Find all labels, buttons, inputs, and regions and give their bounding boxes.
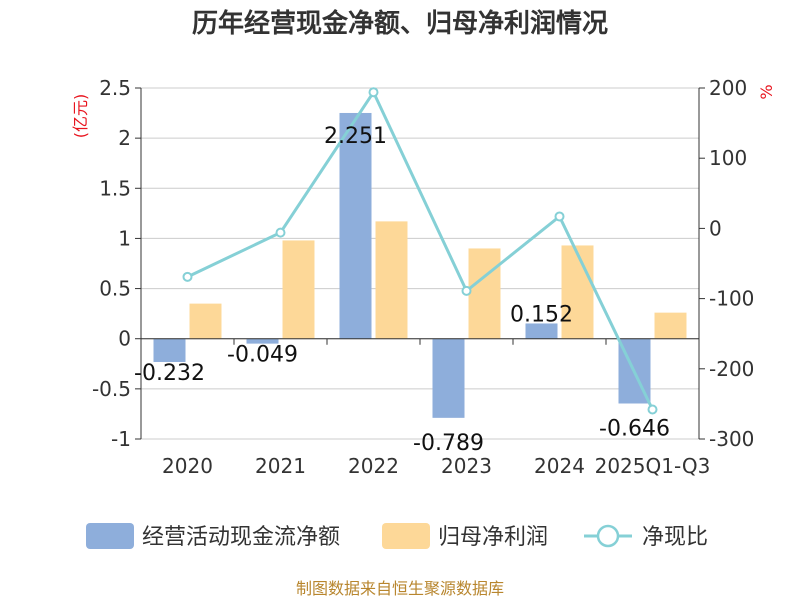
chart-title: 历年经营现金净额、归母净利润情况 <box>192 8 608 39</box>
ratio-point <box>275 227 286 238</box>
x-tick-label: 2023 <box>441 454 492 478</box>
bar-cash-flow <box>525 323 558 339</box>
bar-value-label: 2.251 <box>324 124 387 149</box>
legend-swatch-cash-flow <box>86 523 134 549</box>
left-tick-label: 0 <box>118 327 131 351</box>
legend-label-ratio: 净现比 <box>642 525 708 550</box>
source-note: 制图数据来自恒生聚源数据库 <box>296 579 504 598</box>
bar-net-profit <box>189 303 222 339</box>
ratio-line <box>186 89 654 411</box>
x-tick-label: 2024 <box>534 454 585 478</box>
left-tick-label: 0.5 <box>99 277 131 301</box>
legend: 经营活动现金流净额 归母净利润 净现比 <box>86 523 708 550</box>
bar-value-label: -0.789 <box>413 431 484 456</box>
ratio-point <box>647 404 658 415</box>
left-tick-label: 1 <box>118 226 131 250</box>
bar-net-profit <box>375 221 408 339</box>
x-tick-label: 2021 <box>255 454 306 478</box>
right-tick-label: 0 <box>709 216 722 240</box>
bar-cash-flow <box>339 112 372 339</box>
left-axis-unit: (亿元) <box>71 94 90 139</box>
bar-net-profit <box>282 240 315 339</box>
legend-label-cash-flow: 经营活动现金流净额 <box>142 525 340 550</box>
bar-layer <box>153 112 687 418</box>
bar-value-label: -0.232 <box>134 361 205 386</box>
bar-value-label: -0.049 <box>227 343 298 368</box>
bar-net-profit <box>654 312 687 339</box>
ratio-point <box>461 285 472 296</box>
left-tick-label: 1.5 <box>99 176 131 200</box>
line-layer <box>182 87 658 415</box>
ratio-point <box>368 87 379 98</box>
right-tick-label: 200 <box>709 76 747 100</box>
right-tick-label: -100 <box>709 287 754 311</box>
x-tick-label: 2022 <box>348 454 399 478</box>
left-tick-label: 2 <box>118 126 131 150</box>
ratio-point <box>554 211 565 222</box>
bar-value-label: 0.152 <box>510 302 573 327</box>
bar-value-label: -0.646 <box>599 416 670 441</box>
legend-swatch-net-profit <box>382 523 430 549</box>
right-tick-label: -300 <box>709 427 754 451</box>
bar-cash-flow <box>432 338 465 418</box>
x-tick-label: 2020 <box>162 454 213 478</box>
left-tick-label: -1 <box>111 427 131 451</box>
right-axis-unit: % <box>757 84 776 99</box>
bar-cash-flow <box>153 338 186 362</box>
grid-lines <box>141 87 699 440</box>
data-labels: -0.232 -0.049 2.251 -0.789 0.152 -0.646 <box>134 124 670 456</box>
right-tick-label: -200 <box>709 357 754 381</box>
left-tick-label: 2.5 <box>99 76 131 100</box>
legend-label-net-profit: 归母净利润 <box>438 525 548 550</box>
legend-swatch-ratio-marker <box>596 524 620 548</box>
bar-net-profit <box>468 248 501 339</box>
x-tick-label: 2025Q1-Q3 <box>595 454 711 478</box>
axes: -1 -0.5 0 0.5 1 1.5 2 2.5 -300 -200 -100 0 100 200 202… <box>92 76 754 478</box>
right-tick-label: 100 <box>709 146 747 170</box>
left-tick-label: -0.5 <box>92 377 131 401</box>
ratio-point <box>182 271 193 282</box>
bar-net-profit <box>561 245 594 339</box>
bar-cash-flow <box>246 338 279 344</box>
